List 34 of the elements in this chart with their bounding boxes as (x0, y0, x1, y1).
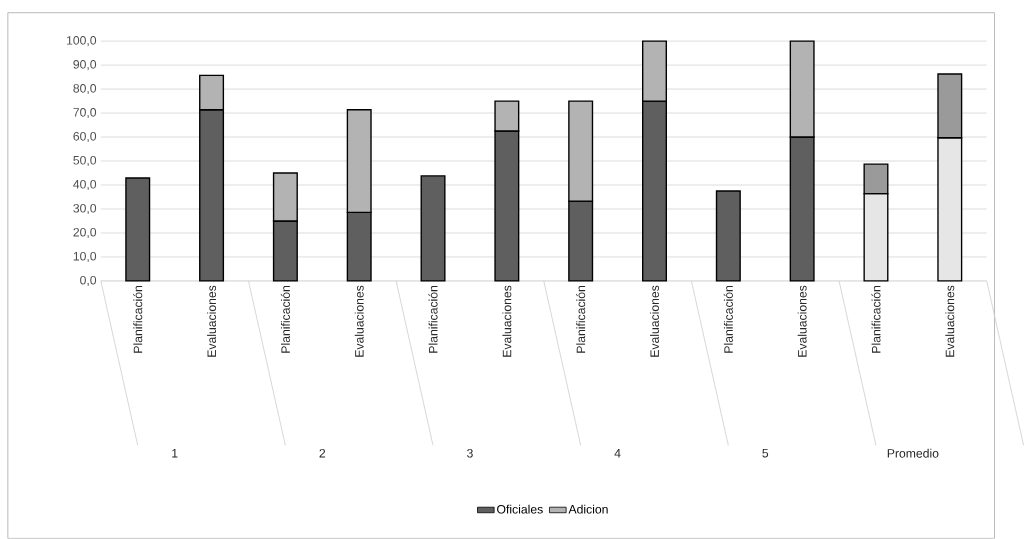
text: 5 (762, 449, 769, 458)
y-tick-label: 0,0 (80, 276, 97, 287)
x-tick-label: Planificación (133, 286, 143, 353)
text: 4 (614, 449, 621, 458)
x-tick-label: Evaluaciones (650, 285, 659, 357)
y-tick-label: 70,0 (73, 108, 97, 119)
y-tick-label: 40,0 (73, 180, 97, 191)
text: 2 (319, 449, 326, 458)
x-tick-label: Planificación (723, 286, 733, 353)
y-tick-label: 20,0 (73, 228, 97, 239)
x-tick-label: Evaluaciones (797, 285, 807, 357)
y-tick-label: 30,0 (73, 204, 97, 215)
legend-label: Oficiales (497, 504, 543, 514)
x-tick-label: Planificación (576, 286, 586, 353)
y-tick-label: 10,0 (73, 252, 97, 263)
legend-label: Adicion (568, 504, 608, 514)
y-tick-label: 90,0 (73, 60, 97, 71)
text: Promedio (887, 448, 939, 458)
x-tick-label: Evaluaciones (207, 285, 217, 357)
text: 3 (467, 449, 473, 458)
x-tick-label: Planificación (428, 286, 438, 353)
y-tick-label: 50,0 (73, 156, 97, 167)
x-tick-label: Planificación (280, 286, 290, 353)
bar (125, 177, 151, 282)
y-tick-label: 80,0 (73, 84, 97, 95)
y-tick-label: 60,0 (73, 132, 97, 143)
x-tick-label: Evaluaciones (502, 285, 512, 357)
text: 1 (172, 449, 178, 458)
bar (715, 190, 741, 282)
bar (420, 175, 446, 282)
x-tick-label: Evaluaciones (945, 285, 955, 357)
x-tick-label: Planificación (871, 286, 881, 353)
y-tick-label: 100,0 (66, 36, 97, 47)
x-tick-label: Evaluaciones (354, 285, 364, 357)
